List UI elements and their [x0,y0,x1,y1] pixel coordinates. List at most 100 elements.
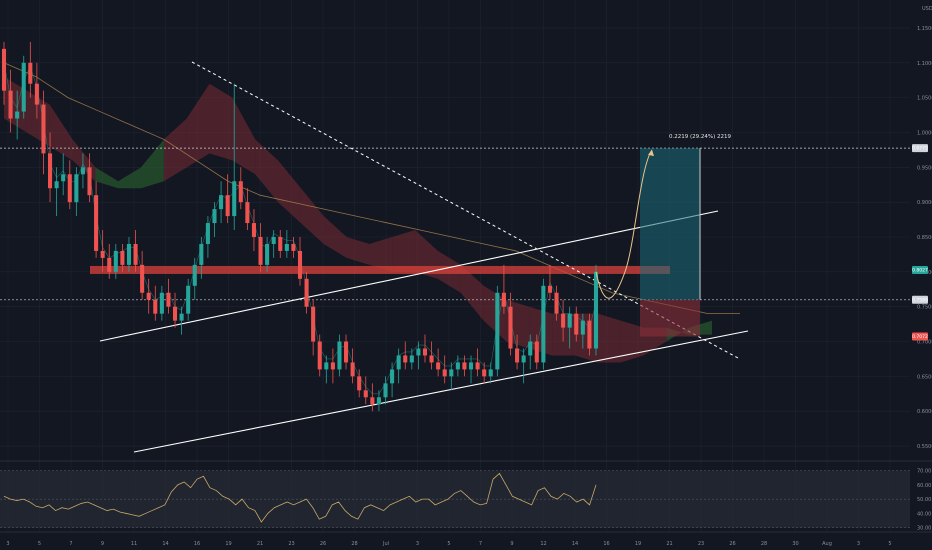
candle-body[interactable] [317,341,322,370]
candle-body[interactable] [179,313,184,321]
candle-body[interactable] [429,355,434,363]
candle-body[interactable] [324,362,329,370]
candle-body[interactable] [337,341,342,370]
candle-body[interactable] [482,369,487,377]
candle-body[interactable] [528,341,533,356]
ichimoku-cloud-segment [369,237,393,272]
candle-body[interactable] [159,292,164,314]
candle-body[interactable] [219,195,224,210]
candle-body[interactable] [284,243,289,251]
candle-body[interactable] [567,313,572,328]
candle-body[interactable] [462,362,467,370]
candle-body[interactable] [146,292,151,300]
candle-body[interactable] [34,83,39,105]
price-tick-label: 0.5500 [917,444,932,450]
candle-body[interactable] [436,362,441,370]
baseline-indicator-line [3,62,597,395]
candle-body[interactable] [488,369,493,377]
candle-body[interactable] [422,348,428,356]
candle-body[interactable] [212,209,217,224]
candle-body[interactable] [475,362,480,370]
candle-body[interactable] [153,299,158,314]
candle-body[interactable] [172,306,178,321]
candle-body[interactable] [370,397,375,405]
candle-body[interactable] [15,111,20,119]
candle-body[interactable] [67,174,72,203]
candle-body[interactable] [593,271,599,349]
candle-body[interactable] [495,292,500,370]
candle-body[interactable] [278,237,283,251]
candle-body[interactable] [547,285,552,293]
candle-body[interactable] [304,278,309,307]
candle-body[interactable] [87,167,92,196]
candle-body[interactable] [232,181,237,217]
candle-body[interactable] [186,285,191,314]
candle-body[interactable] [344,341,349,363]
candle-body[interactable] [21,62,26,112]
candle-body[interactable] [100,250,105,258]
candle-body[interactable] [54,181,59,189]
candle-body[interactable] [534,341,539,363]
candle-body[interactable] [107,257,112,272]
candle-body[interactable] [442,369,447,377]
candle-body[interactable] [225,195,230,217]
position-loss-zone[interactable] [640,299,700,337]
candle-body[interactable] [409,355,414,363]
candle-body[interactable] [61,174,66,182]
candle-body[interactable] [8,90,13,119]
candle-body[interactable] [311,306,316,342]
candle-body[interactable] [330,362,335,370]
time-tick-label: 14 [572,541,578,547]
candle-body[interactable] [468,362,474,370]
candle-body[interactable] [297,250,303,279]
candle-body[interactable] [291,243,296,251]
candle-body[interactable] [541,285,546,363]
candle-body[interactable] [74,174,79,203]
candle-body[interactable] [41,104,46,154]
candle-body[interactable] [205,223,210,244]
candle-body[interactable] [113,250,118,272]
candle-body[interactable] [521,355,526,363]
candle-body[interactable] [587,320,592,349]
candle-body[interactable] [166,292,171,307]
candle-body[interactable] [580,320,585,335]
candle-body[interactable] [390,369,395,384]
candle-body[interactable] [133,243,138,265]
candle-body[interactable] [515,348,520,363]
candle-body[interactable] [192,264,197,286]
candle-body[interactable] [245,202,250,224]
candle-body[interactable] [199,243,204,265]
candle-body[interactable] [508,306,513,349]
candle-body[interactable] [238,181,243,203]
candle-body[interactable] [48,153,53,189]
candle-body[interactable] [357,376,362,391]
candle-body[interactable] [140,264,145,293]
position-profit-zone[interactable] [640,148,700,300]
time-tick-label: 30 [792,541,798,547]
candle-body[interactable] [94,195,99,251]
candle-body[interactable] [561,313,566,328]
candle-body[interactable] [271,237,276,244]
candle-body[interactable] [120,250,125,265]
candle-body[interactable] [363,390,368,398]
candle-body[interactable] [416,348,421,356]
time-tick-label: 5 [888,541,891,547]
candle-body[interactable] [396,355,401,370]
candle-body[interactable] [258,237,263,265]
candle-body[interactable] [403,355,408,363]
candle-body[interactable] [1,48,7,91]
candle-body[interactable] [265,243,270,265]
candle-body[interactable] [574,313,579,335]
candle-body[interactable] [383,383,388,398]
candle-body[interactable] [449,369,454,377]
candle-body[interactable] [126,243,132,265]
candle-body[interactable] [455,362,460,370]
candle-body[interactable] [80,167,85,175]
candle-body[interactable] [501,292,506,307]
candle-body[interactable] [251,223,256,237]
candle-body[interactable] [28,62,33,84]
candle-body[interactable] [554,292,559,314]
candle-body[interactable] [350,362,355,377]
candle-body[interactable] [376,397,381,405]
